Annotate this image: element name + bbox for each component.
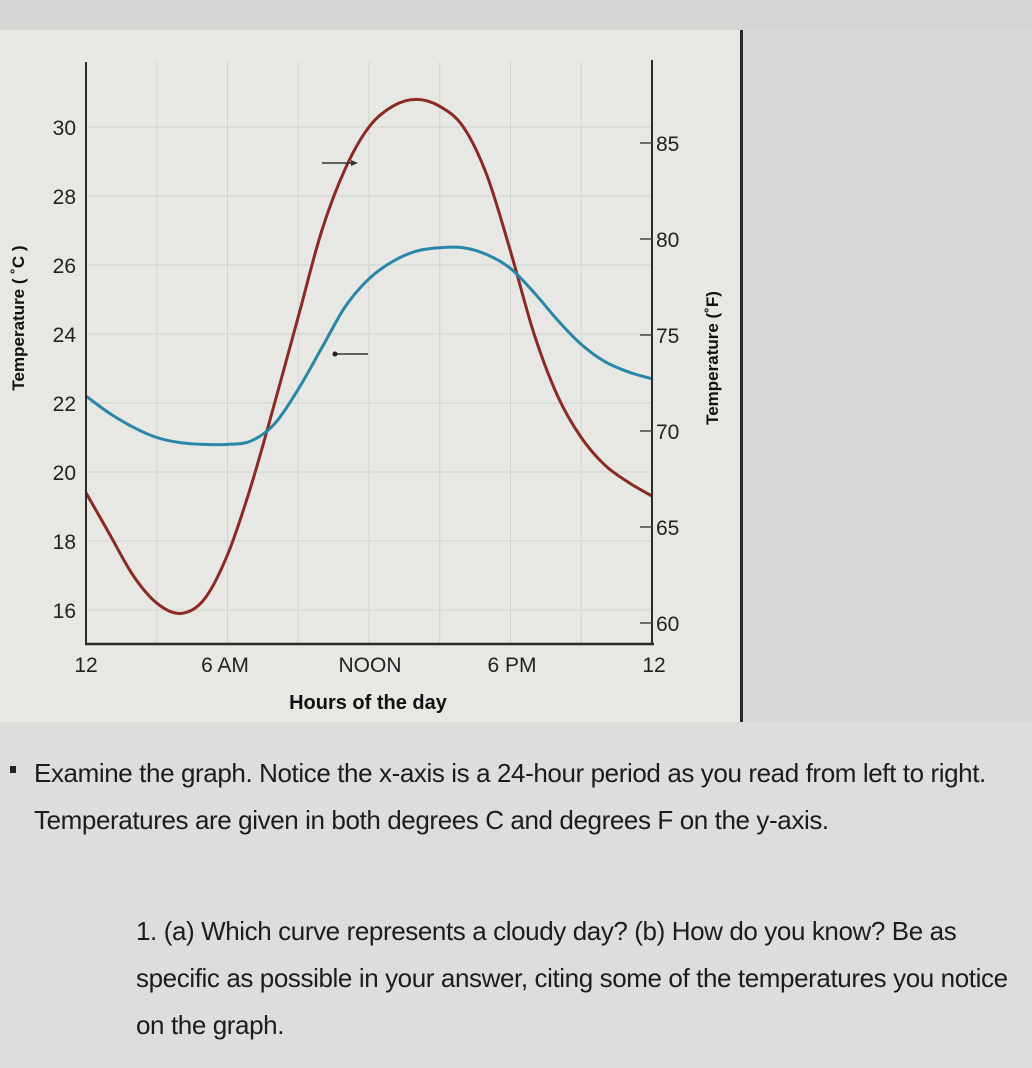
svg-text:85: 85 bbox=[656, 133, 679, 156]
temperature-chart: 30 28 26 24 22 20 18 16 85 80 75 70 65 60 12 6 AM NOON… bbox=[9, 60, 722, 714]
blue-curve-line bbox=[85, 245, 653, 447]
chart-figure: 30 28 26 24 22 20 18 16 85 80 75 70 65 60 12 6 AM NOON… bbox=[0, 30, 743, 722]
svg-text:18: 18 bbox=[53, 531, 76, 554]
gridlines bbox=[85, 62, 653, 644]
instructions-area: Examine the graph. Notice the x-axis is … bbox=[0, 722, 1032, 1068]
svg-text:26: 26 bbox=[53, 255, 76, 278]
svg-text:24: 24 bbox=[53, 324, 77, 347]
y-axis-right-title: Temperature (˚F) bbox=[703, 291, 722, 425]
svg-text:12: 12 bbox=[74, 654, 97, 677]
instruction-paragraph: Examine the graph. Notice the x-axis is … bbox=[34, 758, 986, 835]
svg-text:22: 22 bbox=[53, 393, 76, 416]
svg-text:75: 75 bbox=[656, 325, 679, 348]
right-axis-tick-labels: 85 80 75 70 65 60 bbox=[656, 133, 679, 636]
x-axis-tick-labels: 12 6 AM NOON 6 PM 12 bbox=[74, 654, 665, 677]
svg-text:6 PM: 6 PM bbox=[487, 654, 536, 677]
bullet-icon bbox=[10, 766, 16, 773]
svg-text:30: 30 bbox=[53, 117, 76, 140]
svg-text:80: 80 bbox=[656, 229, 679, 252]
y-axis-left-title: Temperature ( ˚C ) bbox=[9, 245, 28, 390]
left-axis-tick-labels: 30 28 26 24 22 20 18 16 bbox=[53, 117, 77, 623]
svg-text:65: 65 bbox=[656, 517, 679, 540]
top-background bbox=[0, 0, 1032, 30]
arrow-to-red-curve bbox=[322, 160, 358, 166]
svg-text:16: 16 bbox=[53, 600, 76, 623]
red-curve-line bbox=[84, 97, 653, 615]
arrow-to-blue-curve bbox=[332, 351, 368, 357]
svg-text:12: 12 bbox=[642, 654, 665, 677]
svg-text:60: 60 bbox=[656, 613, 679, 636]
svg-text:6 AM: 6 AM bbox=[201, 654, 249, 677]
x-axis-title: Hours of the day bbox=[289, 692, 448, 714]
svg-text:NOON: NOON bbox=[339, 654, 402, 677]
svg-text:20: 20 bbox=[53, 462, 76, 485]
right-axis-ticks bbox=[640, 142, 652, 624]
svg-text:28: 28 bbox=[53, 186, 76, 209]
svg-text:70: 70 bbox=[656, 421, 679, 444]
question-1: 1. (a) Which curve represents a cloudy d… bbox=[136, 916, 1008, 1040]
right-background bbox=[743, 30, 1032, 722]
